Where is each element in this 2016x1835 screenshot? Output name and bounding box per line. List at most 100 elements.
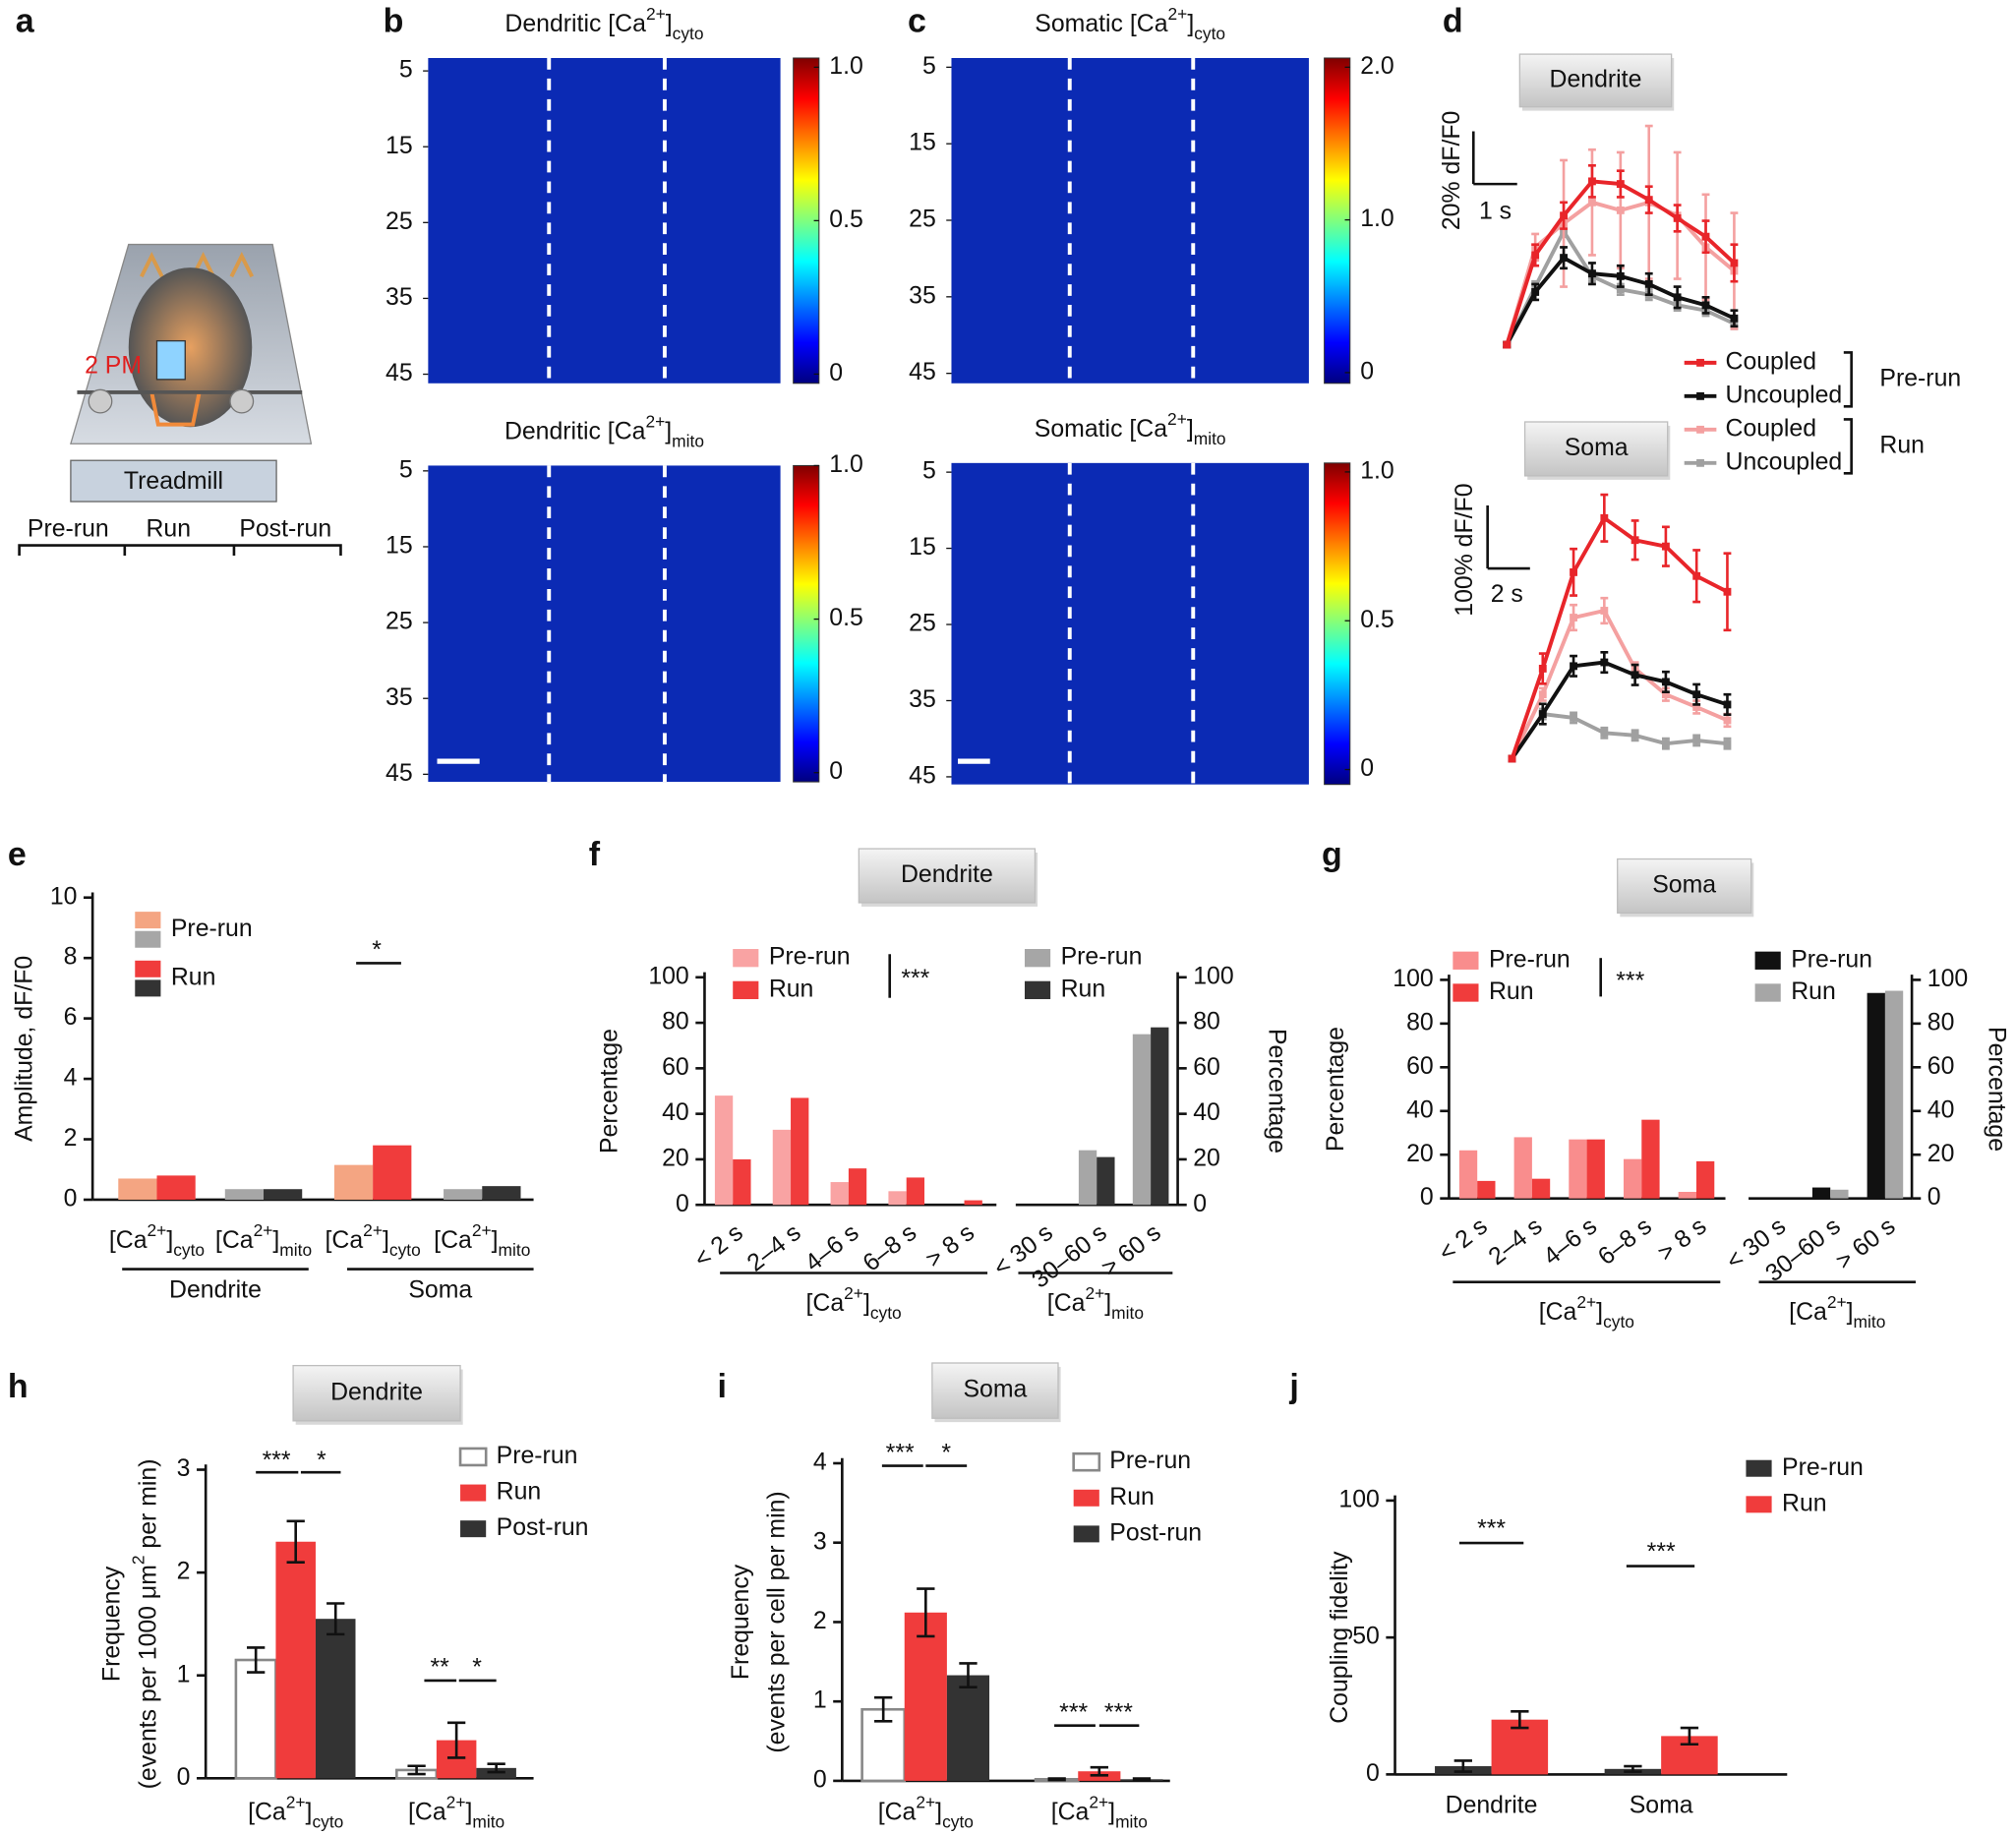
y-tick-label: 0: [1420, 1184, 1434, 1211]
marker: [1531, 251, 1540, 260]
marker: [1631, 536, 1639, 545]
legend-swatch: [1073, 1525, 1099, 1543]
legend-swatch: [1746, 1496, 1772, 1513]
error-bar: [1624, 1764, 1642, 1773]
error-bar: [1680, 1726, 1699, 1746]
colorbar-tick-label: 0: [1360, 755, 1374, 782]
marker: [1692, 737, 1701, 744]
x-tick-label-part: ]: [492, 1226, 499, 1253]
heatmap-title-part: mito: [672, 431, 704, 450]
bar: [1569, 1139, 1587, 1199]
group-label: Dendrite: [169, 1276, 262, 1303]
y-tick-label: 100: [1927, 966, 1968, 992]
scale-bar-label: 20% dF/F0: [1439, 111, 1465, 230]
legend-label: Pre-run: [1109, 1448, 1191, 1474]
y-tick-label: 60: [1927, 1053, 1955, 1080]
y-tick-label: 6: [64, 1004, 78, 1031]
x-tick-label: [Ca2+]cyto: [326, 1219, 421, 1259]
error-bar: [446, 1721, 466, 1759]
legend-label: Run: [1791, 978, 1836, 1005]
error-bar: [1453, 1759, 1472, 1773]
x-tick-label-part: 2+: [1089, 1792, 1108, 1811]
marker: [1661, 542, 1670, 551]
x-tick-label-part: [Ca: [248, 1799, 286, 1825]
bar: [714, 1095, 734, 1206]
y-tick-label: 60: [1406, 1053, 1434, 1080]
phase-label: Pre-run: [28, 515, 109, 542]
legend-label: Uncoupled: [1726, 448, 1843, 475]
legend-swatch: [460, 1484, 487, 1502]
group-label: [Ca2+]cyto: [805, 1282, 901, 1322]
marker: [1503, 340, 1512, 349]
y-axis-label: Percentage: [1323, 1027, 1349, 1152]
marker: [1588, 177, 1596, 186]
y-tick-label: 0: [177, 1764, 191, 1791]
legend-swatch: [1746, 1459, 1772, 1477]
marker: [1723, 740, 1732, 748]
significance-label: ***: [263, 1448, 291, 1474]
y-tick-label: 20: [662, 1145, 689, 1171]
bar: [1531, 1178, 1551, 1199]
marker: [1631, 731, 1639, 740]
bar: [333, 1164, 374, 1200]
significance-label: ***: [1647, 1539, 1676, 1566]
marker: [1531, 288, 1540, 296]
significance-label: *: [372, 937, 382, 964]
x-tick-label: [Ca2+]mito: [408, 1792, 504, 1831]
legend-label: Pre-run: [497, 1443, 578, 1469]
error-bar: [874, 1695, 893, 1723]
x-tick-label-part: mito: [279, 1239, 312, 1259]
legend-marker: [1696, 391, 1704, 400]
marker: [1661, 740, 1670, 748]
y-tick-label: 20: [1193, 1145, 1220, 1171]
line: [1510, 514, 1729, 760]
bar: [264, 1189, 303, 1200]
y-axis-label: Coupling fidelity: [1327, 1551, 1353, 1724]
panel-letter: f: [589, 836, 601, 873]
scale-bar-label: 1 s: [1479, 198, 1512, 224]
panel-title: Soma: [1652, 872, 1716, 899]
y-tick-label: 5: [922, 458, 936, 485]
x-tick-label-part: [Ca: [215, 1226, 254, 1253]
y-tick-label: 45: [909, 763, 936, 790]
y-axis-label: (events per 1000 μm2 per min): [128, 1458, 161, 1789]
treadmill-base: [70, 459, 277, 503]
x-tick-label-part: [Ca: [1051, 1799, 1090, 1825]
x-tick-label-part: 2+: [916, 1792, 935, 1811]
legend-swatch: [1073, 1489, 1099, 1507]
colorbar-tick-label: 1.0: [829, 53, 863, 80]
x-tick-label-part: 2+: [254, 1219, 273, 1239]
legend-swatch: [1024, 980, 1051, 1000]
legend-bracket: [1843, 351, 1853, 408]
marker: [1570, 713, 1577, 722]
legend-label: Run: [769, 976, 814, 1002]
y-tick-label: 20: [1406, 1141, 1434, 1167]
marker: [1616, 271, 1625, 280]
y-tick-label: 2: [64, 1125, 78, 1152]
marker: [1508, 754, 1516, 763]
x-tick-label-part: cyto: [173, 1239, 205, 1259]
group-label: Soma: [408, 1276, 472, 1303]
legend-swatch: [1754, 951, 1781, 970]
legend-label: Pre-run: [769, 944, 851, 971]
x-tick-label-part: [Ca: [434, 1226, 472, 1253]
legend-swatch: [1754, 983, 1781, 1002]
y-tick-label: 10: [50, 883, 78, 910]
x-tick-label: > 8 s: [1653, 1213, 1712, 1267]
legend-label: Run: [1489, 978, 1534, 1005]
x-tick-label-part: mito: [472, 1811, 504, 1831]
bar: [224, 1189, 265, 1200]
group-label-part: 2+: [1085, 1282, 1104, 1302]
y-axis-label: Frequency: [728, 1564, 754, 1680]
error-bar: [1511, 1710, 1529, 1730]
heatmap-title-part: cyto: [1194, 24, 1225, 43]
phase-label: Post-run: [239, 515, 331, 542]
heatmap-title: Somatic [Ca2+]cyto: [1035, 4, 1225, 43]
heatmap-title-part: Dendritic [Ca: [504, 418, 646, 444]
y-tick-label: 1: [813, 1687, 827, 1714]
marker: [1730, 314, 1739, 323]
scale-bar-label: 100% dF/F0: [1452, 483, 1478, 616]
x-tick-label-part: ]: [272, 1226, 279, 1253]
significance-label: **: [430, 1655, 449, 1682]
marker: [1570, 662, 1577, 671]
